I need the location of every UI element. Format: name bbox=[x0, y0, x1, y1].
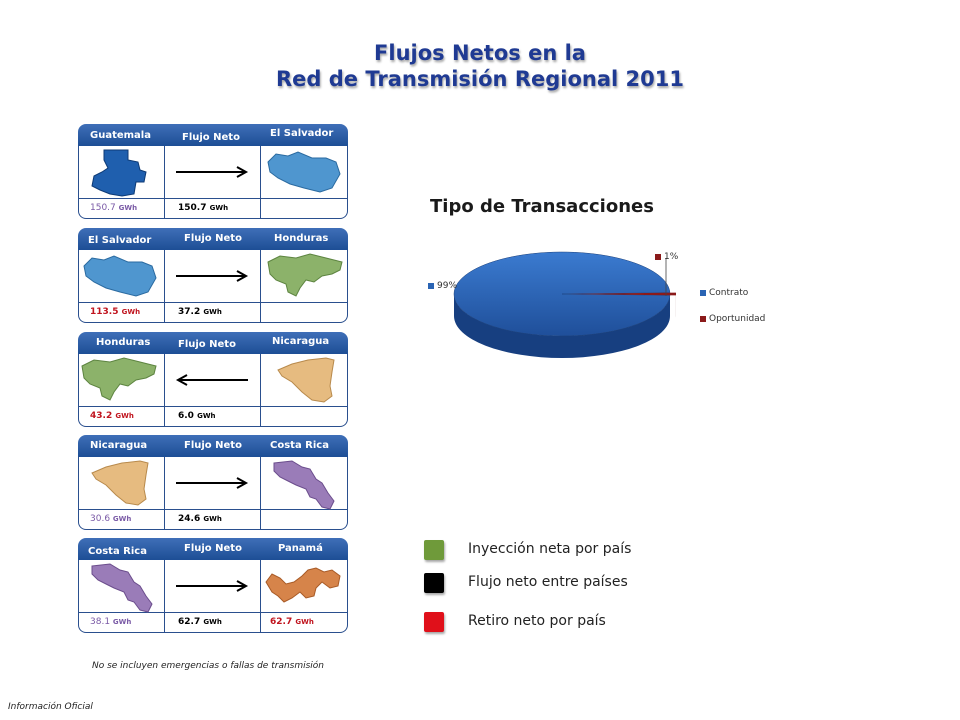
arrow-right-icon bbox=[176, 270, 249, 282]
data-label-contrato: 99% bbox=[428, 281, 457, 291]
from-value: 30.6 GWh bbox=[90, 514, 132, 524]
divider bbox=[260, 250, 261, 323]
to-country-label: Honduras bbox=[274, 233, 329, 244]
divider bbox=[164, 354, 165, 427]
el-salvador-map-icon bbox=[267, 151, 341, 193]
flow-value: 37.2 GWh bbox=[178, 307, 222, 317]
to-country-label: Panamá bbox=[278, 543, 323, 554]
nicaragua-map-icon bbox=[91, 460, 149, 506]
flow-value: 62.7 GWh bbox=[178, 617, 222, 627]
key-swatch bbox=[424, 540, 444, 560]
flow-panel-honduras-nicaragua: Honduras Flujo Neto Nicaragua 43.2 GWh 6… bbox=[78, 332, 348, 428]
flow-panel-costa-rica-panama: Costa Rica Flujo Neto Panamá 38.1 GWh 62… bbox=[78, 538, 348, 634]
pie-chart bbox=[453, 251, 676, 358]
page-title: Flujos Netos en la Red de Transmisión Re… bbox=[0, 40, 960, 92]
divider bbox=[78, 509, 348, 510]
divider bbox=[164, 146, 165, 219]
arrow-left-icon bbox=[175, 374, 248, 386]
arrow-right-icon bbox=[176, 166, 249, 178]
footer-text: Información Oficial bbox=[8, 702, 93, 712]
flow-panel-nicaragua-costa-rica: Nicaragua Flujo Neto Costa Rica 30.6 GWh… bbox=[78, 435, 348, 531]
divider bbox=[164, 560, 165, 633]
panel-header: Honduras Flujo Neto Nicaragua bbox=[78, 332, 348, 354]
flow-label: Flujo Neto bbox=[178, 339, 236, 350]
honduras-map-icon bbox=[81, 357, 157, 401]
from-value: 43.2 GWh bbox=[90, 411, 134, 421]
from-value: 150.7 GWh bbox=[90, 203, 138, 213]
panel-header: Nicaragua Flujo Neto Costa Rica bbox=[78, 435, 348, 457]
honduras-map-icon bbox=[267, 253, 343, 297]
label-swatch bbox=[428, 282, 434, 289]
nicaragua-map-icon bbox=[277, 357, 335, 403]
el-salvador-map-icon bbox=[83, 255, 157, 297]
divider bbox=[78, 406, 348, 407]
divider bbox=[78, 612, 348, 613]
costa-rica-map-icon bbox=[273, 460, 335, 510]
footnote: No se incluyen emergencias o fallas de t… bbox=[92, 661, 325, 671]
panel-header: El Salvador Flujo Neto Honduras bbox=[78, 228, 348, 250]
divider bbox=[260, 457, 261, 530]
from-country-label: Costa Rica bbox=[88, 546, 147, 557]
panel-header: Costa Rica Flujo Neto Panamá bbox=[78, 538, 348, 560]
key-swatch bbox=[424, 573, 444, 593]
flow-value: 24.6 GWh bbox=[178, 514, 222, 524]
panama-map-icon bbox=[265, 567, 341, 603]
divider bbox=[164, 250, 165, 323]
data-label-oportunidad: 1% bbox=[655, 252, 678, 262]
key-label: Inyección neta por país bbox=[468, 541, 632, 557]
pie-side bbox=[454, 294, 670, 358]
flow-label: Flujo Neto bbox=[184, 543, 242, 554]
flow-label: Flujo Neto bbox=[184, 233, 242, 244]
divider bbox=[78, 302, 348, 303]
to-country-label: El Salvador bbox=[270, 128, 334, 139]
to-country-label: Costa Rica bbox=[270, 440, 329, 451]
from-country-label: Guatemala bbox=[90, 130, 151, 141]
title-line-1: Flujos Netos en la bbox=[374, 41, 586, 65]
title-line-2: Red de Transmisión Regional 2011 bbox=[276, 67, 684, 91]
flow-value: 6.0 GWh bbox=[178, 411, 216, 421]
costa-rica-map-icon bbox=[91, 563, 153, 613]
flow-value: 150.7 GWh bbox=[178, 203, 229, 213]
panel-header: Guatemala Flujo Neto El Salvador bbox=[78, 124, 348, 146]
label-swatch bbox=[655, 253, 661, 260]
pie-slice-oportunidad bbox=[568, 292, 676, 296]
from-value: 38.1 GWh bbox=[90, 617, 132, 627]
legend-item-contrato: Contrato bbox=[700, 288, 748, 298]
divider bbox=[164, 457, 165, 530]
key-swatch bbox=[424, 612, 444, 632]
flow-label: Flujo Neto bbox=[182, 132, 240, 143]
divider bbox=[260, 146, 261, 219]
to-country-label: Nicaragua bbox=[272, 336, 330, 347]
legend-swatch bbox=[700, 289, 706, 296]
divider bbox=[260, 354, 261, 427]
chart-title: Tipo de Transacciones bbox=[430, 196, 654, 217]
key-label: Retiro neto por país bbox=[468, 613, 606, 629]
divider bbox=[78, 198, 348, 199]
from-value: 113.5 GWh bbox=[90, 307, 141, 317]
to-value: 62.7 GWh bbox=[270, 617, 314, 627]
arrow-right-icon bbox=[176, 477, 249, 489]
flow-label: Flujo Neto bbox=[184, 440, 242, 451]
flow-panel-el-salvador-honduras: El Salvador Flujo Neto Honduras 113.5 GW… bbox=[78, 228, 348, 324]
guatemala-map-icon bbox=[91, 149, 147, 197]
flow-panel-guatemala-el-salvador: Guatemala Flujo Neto El Salvador 150.7 G… bbox=[78, 124, 348, 220]
legend-item-oportunidad: Oportunidad bbox=[700, 314, 765, 324]
divider bbox=[260, 560, 261, 633]
legend-swatch bbox=[700, 315, 706, 322]
arrow-right-icon bbox=[176, 580, 249, 592]
key-label: Flujo neto entre países bbox=[468, 574, 628, 590]
from-country-label: El Salvador bbox=[88, 235, 152, 246]
from-country-label: Nicaragua bbox=[90, 440, 148, 451]
pie-slice-contrato bbox=[453, 251, 671, 337]
from-country-label: Honduras bbox=[96, 337, 151, 348]
